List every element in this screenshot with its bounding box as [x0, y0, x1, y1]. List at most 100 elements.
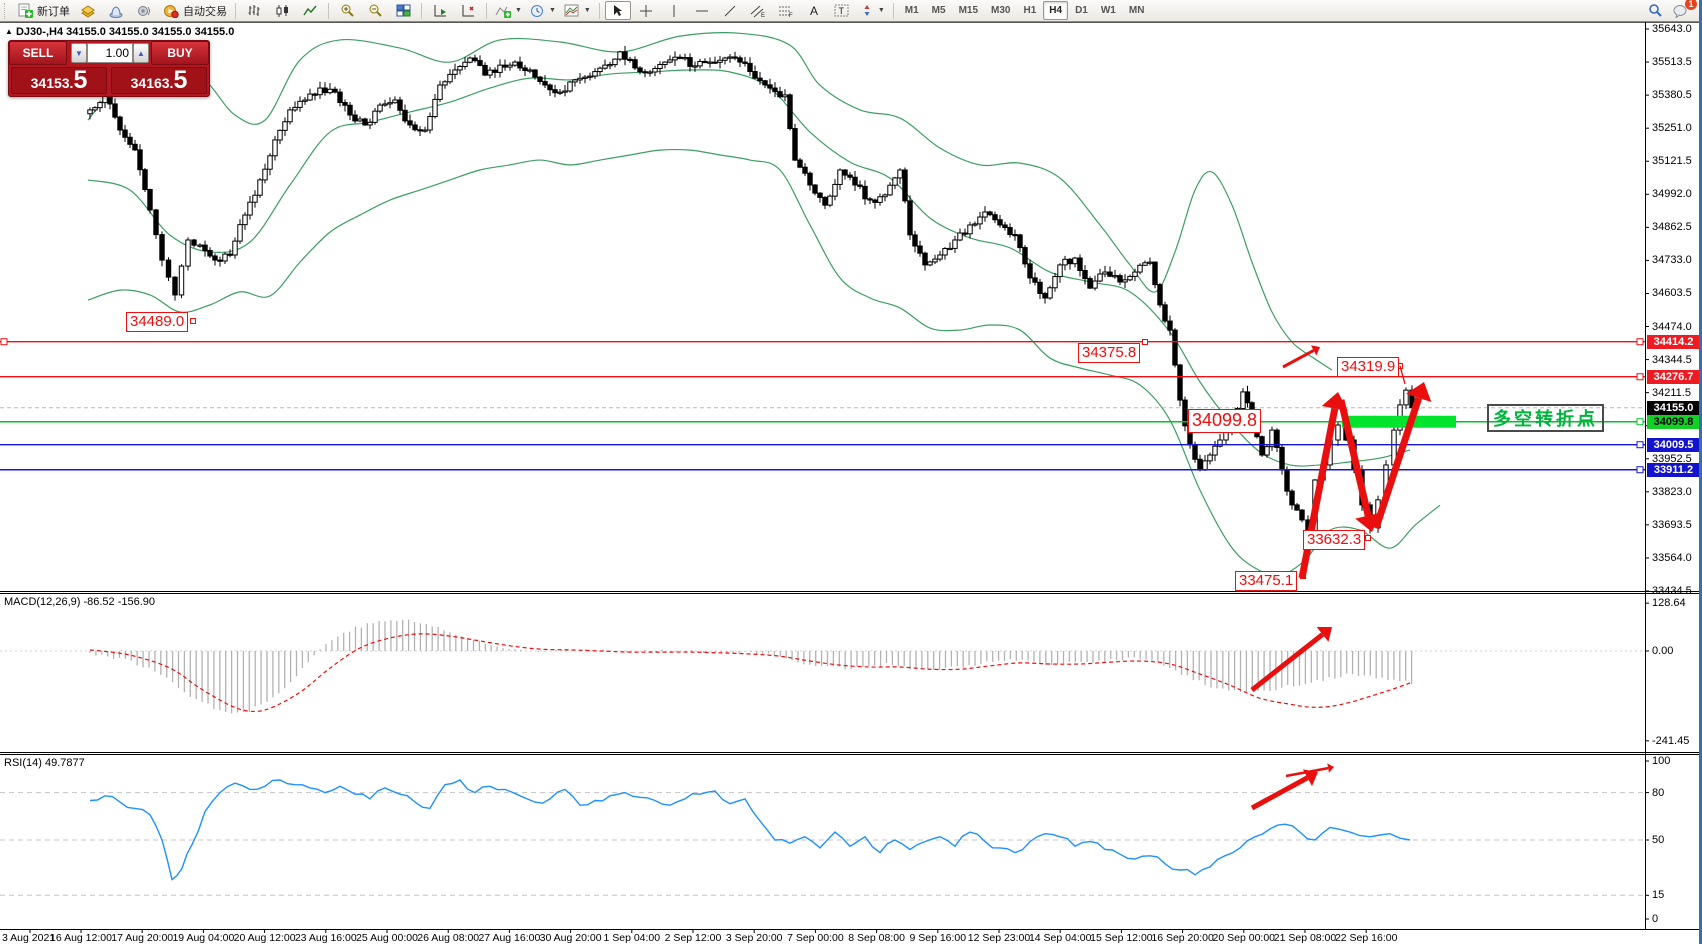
volume-input[interactable]: 1.00: [87, 43, 133, 63]
time-axis-label: 9 Sep 16:00: [909, 932, 967, 944]
price-axis-tick: 35121.5: [1652, 155, 1692, 168]
candlestick-mode-icon[interactable]: [269, 1, 295, 20]
time-axis-label: 19 Aug 04:00: [172, 932, 235, 944]
price-axis-tick: 34862.5: [1652, 221, 1692, 234]
timeframe-group: M1 M5 M15 M30 H1 H4 D1 W1 MN: [899, 1, 1151, 20]
price-axis-tick: 34344.5: [1652, 353, 1692, 366]
toolbar: 新订单 自动交易: [0, 0, 1702, 22]
notifications-button[interactable]: 1: [1668, 0, 1697, 20]
timeframe-D1[interactable]: D1: [1075, 5, 1088, 16]
timeframe-W1[interactable]: W1: [1100, 5, 1116, 16]
price-axis-badge-34276.7: 34276.7: [1647, 369, 1700, 384]
time-axis-label: 8 Sep 08:00: [848, 932, 905, 944]
horizontal-line-tool-icon[interactable]: [689, 1, 715, 20]
channel-tool-icon[interactable]: E: [745, 1, 771, 20]
price-axis-badge-33911.2: 33911.2: [1647, 462, 1700, 477]
price-axis-tick: 33823.0: [1652, 485, 1692, 498]
timeframe-M5[interactable]: M5: [931, 5, 946, 16]
fibonacci-tool-icon[interactable]: F: [773, 1, 799, 20]
vertical-line-tool-icon[interactable]: [661, 1, 687, 20]
price-axis-badge-34414.2: 34414.2: [1647, 334, 1700, 349]
annotation-text[interactable]: 多空转折点: [1487, 404, 1604, 432]
templates-caret-icon: ▼: [583, 7, 591, 14]
new-order-button[interactable]: 新订单: [13, 1, 73, 21]
time-axis-label: 16 Aug 12:00: [50, 932, 112, 944]
symbol-collapse-icon[interactable]: ▲: [5, 27, 13, 36]
timeframe-M30[interactable]: M30: [991, 5, 1011, 16]
chart-canvas[interactable]: [0, 22, 1702, 944]
timeframe-M1[interactable]: M1: [904, 5, 919, 16]
market-watch-icon[interactable]: [75, 1, 101, 20]
cursor-tool-icon[interactable]: [604, 1, 631, 20]
indicators-button[interactable]: ▼: [492, 1, 525, 21]
time-axis-label: 17 Aug 20:00: [111, 932, 174, 944]
line-chart-mode-icon[interactable]: [297, 1, 323, 20]
price-flag-34099.8[interactable]: 34099.8: [1188, 409, 1262, 433]
time-axis-label: 23 Aug 16:00: [294, 932, 357, 944]
search-icon[interactable]: [1642, 1, 1668, 20]
auto-trading-button[interactable]: 自动交易: [159, 1, 230, 21]
price-flag-34489.0[interactable]: 34489.0: [126, 312, 189, 332]
time-axis-label: 20 Sep 00:00: [1212, 932, 1276, 944]
price-axis-tick: 34474.0: [1652, 320, 1692, 333]
macd-panel: [0, 619, 1645, 714]
rsi-axis-tick: 50: [1652, 834, 1665, 846]
arrows-tool-button[interactable]: ▼: [857, 1, 888, 21]
price-axis-tick: 33693.5: [1652, 518, 1692, 531]
templates-button[interactable]: ▼: [561, 1, 594, 21]
auto-scroll-icon[interactable]: [427, 1, 453, 20]
buy-price-display[interactable]: 34163. 5: [111, 67, 207, 94]
price-axis-tick: 33564.0: [1652, 551, 1692, 564]
one-click-trade-panel: SELL ▼ 1.00 ▲ BUY 34153. 5 34163. 5: [8, 40, 210, 97]
time-axis-label: 7 Sep 00:00: [787, 932, 844, 944]
rsi-axis-tick: 100: [1652, 755, 1671, 767]
window-edge: [1699, 0, 1702, 944]
time-axis-label: 1 Sep 04:00: [603, 932, 661, 944]
zoom-in-icon[interactable]: [334, 1, 360, 20]
volume-decrease-button[interactable]: ▼: [71, 43, 87, 63]
price-axis-tick: 35380.5: [1652, 89, 1692, 102]
time-axis-label: 22 Sep 16:00: [1334, 932, 1398, 944]
arrows-caret-icon: ▼: [877, 7, 885, 14]
timeframe-H1[interactable]: H1: [1023, 5, 1037, 16]
crosshair-tool-icon[interactable]: [633, 1, 659, 20]
timeframes-caret-icon: ▼: [548, 7, 556, 14]
timeframes-button[interactable]: ▼: [527, 1, 559, 21]
tile-windows-icon[interactable]: [390, 1, 416, 20]
auto-trading-label: 自动交易: [183, 5, 227, 18]
time-axis-label: 15 Sep 12:00: [1090, 932, 1153, 944]
buy-button[interactable]: BUY: [151, 41, 209, 65]
text-label-tool-icon[interactable]: T: [829, 1, 855, 20]
rsi-indicator-label: RSI(14) 49.7877: [4, 757, 85, 769]
time-axis-label: 3 Sep 20:00: [725, 932, 783, 944]
text-tool-icon[interactable]: A: [801, 1, 827, 20]
macd-axis-tick: -241.45: [1652, 734, 1690, 747]
time-axis-label: 2 Sep 12:00: [664, 932, 722, 944]
bar-chart-mode-icon[interactable]: [241, 1, 267, 20]
macd-axis-tick: 0.00: [1652, 645, 1674, 657]
time-axis-label: 30 Aug 20:00: [539, 932, 602, 944]
time-axis-label: 16 Sep 20:00: [1151, 932, 1214, 944]
price-flag-33632.3[interactable]: 33632.3: [1303, 530, 1366, 550]
price-flag-34319.9[interactable]: 34319.9: [1337, 357, 1400, 377]
price-flag-34375.8[interactable]: 34375.8: [1078, 343, 1141, 363]
timeframe-M15[interactable]: M15: [958, 5, 979, 16]
rsi-axis-tick: 80: [1652, 786, 1665, 799]
chart-shift-icon[interactable]: [455, 1, 481, 20]
price-axis-tick: 33434.5: [1652, 585, 1692, 597]
timeframe-H4[interactable]: H4: [1043, 1, 1069, 20]
sell-button[interactable]: SELL: [9, 41, 67, 65]
data-window-icon[interactable]: [103, 1, 129, 20]
trendline-tool-icon[interactable]: [717, 1, 743, 20]
timeframe-MN[interactable]: MN: [1128, 5, 1145, 16]
volume-increase-button[interactable]: ▲: [133, 43, 149, 63]
svg-text:E: E: [761, 13, 765, 18]
rsi-axis-tick: 0: [1652, 913, 1659, 925]
price-flag-33475.1[interactable]: 33475.1: [1235, 571, 1298, 591]
zoom-out-icon[interactable]: [362, 1, 388, 20]
alerts-icon[interactable]: [131, 1, 157, 20]
toolbar-grip[interactable]: [4, 2, 9, 19]
sell-price-display[interactable]: 34153. 5: [11, 67, 107, 94]
svg-text:T: T: [839, 6, 845, 16]
